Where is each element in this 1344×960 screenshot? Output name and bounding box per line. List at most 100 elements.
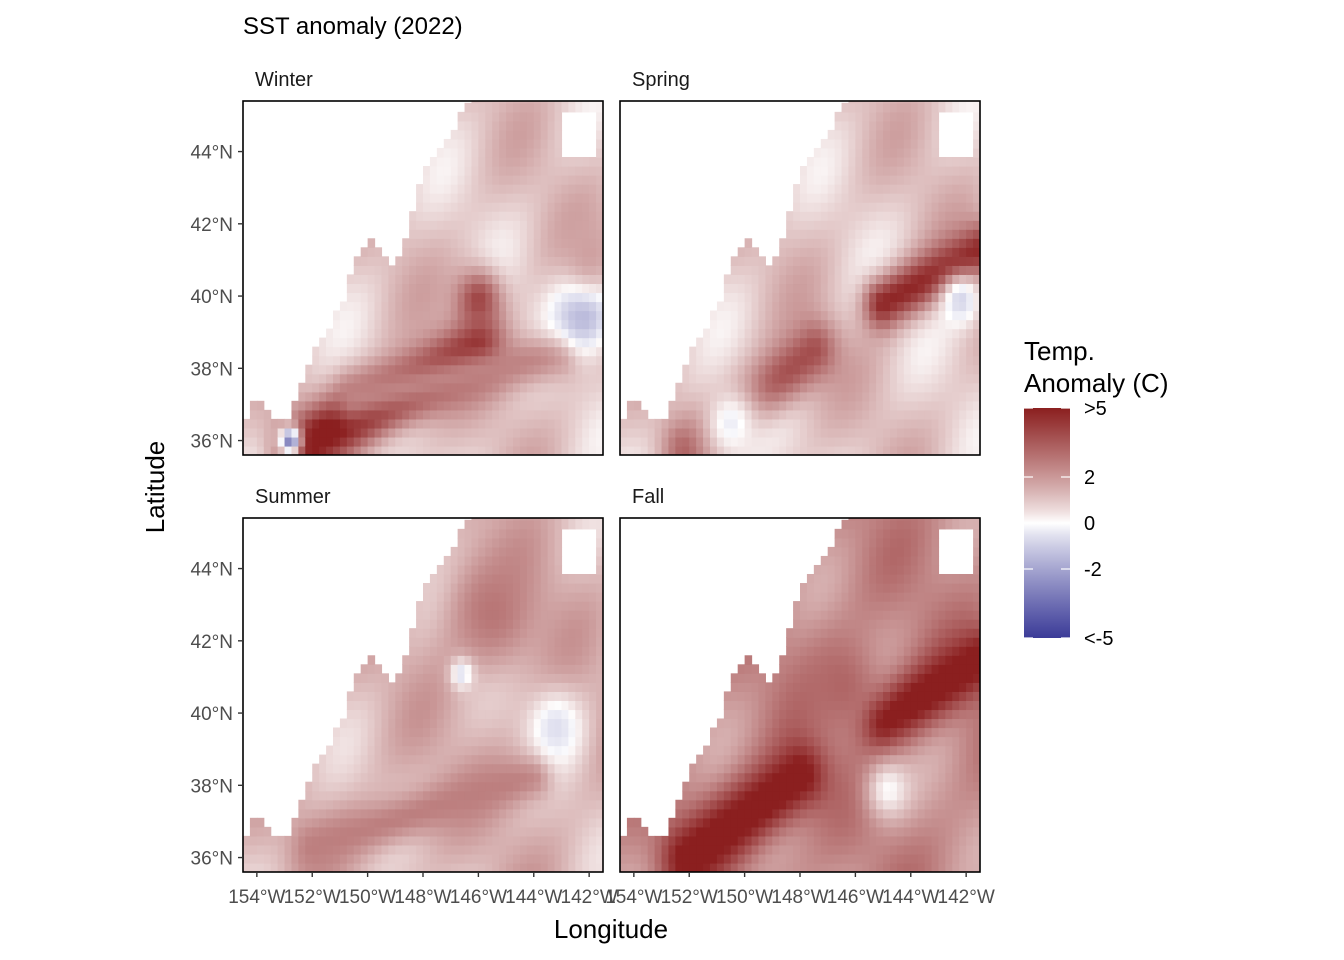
heatmap-tile — [471, 601, 479, 611]
heatmap-tile — [744, 283, 753, 294]
heatmap-tile — [519, 754, 528, 765]
heatmap-tile — [471, 400, 479, 411]
heatmap-tile — [540, 709, 549, 720]
heatmap-tile — [966, 427, 974, 438]
heatmap-tile — [526, 817, 535, 828]
heatmap-tile — [952, 355, 960, 366]
heatmap-tile — [758, 673, 766, 683]
heatmap-tile — [806, 619, 815, 629]
heatmap-tile — [457, 610, 466, 620]
heatmap-tile — [568, 673, 576, 683]
heatmap-tile — [813, 564, 822, 575]
heatmap-tile — [848, 835, 856, 846]
heatmap-tile — [848, 147, 856, 158]
heatmap-tile — [855, 727, 863, 738]
heatmap-tile — [751, 862, 760, 872]
heatmap-tile — [589, 102, 597, 113]
heatmap-tile — [827, 727, 836, 738]
heatmap-tile — [575, 418, 583, 429]
heatmap-tile — [869, 537, 877, 548]
heatmap-tile — [540, 120, 549, 131]
heatmap-tile — [737, 745, 746, 756]
heatmap-tile — [723, 835, 732, 846]
heatmap-tile — [779, 808, 787, 819]
heatmap-tile — [806, 319, 815, 330]
heatmap-tile — [582, 518, 590, 521]
heatmap-tile — [416, 391, 424, 402]
heatmap-tile — [917, 355, 926, 366]
heatmap-tile — [526, 673, 535, 683]
heatmap-tile — [820, 628, 829, 638]
heatmap-tile — [409, 826, 417, 837]
heatmap-tile — [841, 628, 850, 638]
heatmap-tile — [436, 156, 445, 167]
heatmap-tile — [800, 736, 808, 747]
heatmap-tile — [779, 346, 787, 357]
heatmap-tile — [533, 817, 542, 828]
heatmap-tile — [903, 328, 912, 339]
heatmap-tile — [596, 427, 603, 438]
heatmap-tile — [506, 844, 514, 855]
heatmap-tiles — [243, 101, 603, 455]
heatmap-tile — [513, 537, 521, 548]
heatmap-tile — [353, 799, 362, 810]
heatmap-tile — [841, 211, 850, 221]
heatmap-tile — [883, 373, 891, 384]
heatmap-tile — [450, 202, 459, 212]
heatmap-tile — [820, 673, 829, 683]
heatmap-tile — [737, 265, 746, 275]
heatmap-tile — [540, 373, 549, 384]
heatmap-tile — [471, 193, 479, 203]
heatmap-tile — [820, 364, 829, 375]
heatmap-tile — [848, 391, 856, 402]
heatmap-tile — [917, 274, 926, 285]
heatmap-tile — [689, 763, 697, 774]
heatmap-tile — [575, 166, 583, 176]
heatmap-tile — [547, 573, 556, 584]
heatmap-tile — [360, 310, 369, 321]
heatmap-tile — [499, 120, 507, 131]
heatmap-tile — [423, 727, 431, 738]
heatmap-tile — [513, 202, 521, 212]
heatmap-tile — [903, 202, 912, 212]
heatmap-tile — [346, 817, 355, 828]
heatmap-tile — [492, 628, 500, 638]
heatmap-tile — [716, 409, 725, 420]
heatmap-tile — [883, 328, 891, 339]
heatmap-tile — [471, 799, 479, 810]
heatmap-tile — [883, 156, 891, 167]
heatmap-tile — [513, 346, 521, 357]
heatmap-tile — [561, 709, 569, 720]
heatmap-tile — [806, 592, 815, 602]
heatmap-tile — [540, 247, 549, 257]
heatmap-tile — [582, 301, 590, 312]
heatmap-tile — [820, 682, 829, 692]
heatmap-tile — [478, 592, 486, 602]
heatmap-tile — [848, 193, 856, 203]
heatmap-tile — [772, 400, 780, 411]
heatmap-tile — [436, 355, 445, 366]
heatmap-tile — [876, 619, 884, 629]
heatmap-tile — [806, 583, 815, 593]
heatmap-tile — [457, 592, 466, 602]
heatmap-tile — [855, 519, 863, 530]
heatmap-tile — [938, 409, 946, 420]
heatmap-tile — [633, 436, 642, 447]
heatmap-tile — [471, 763, 479, 774]
heatmap-tile — [319, 772, 327, 783]
heatmap-tile — [492, 274, 500, 285]
heatmap-tile — [800, 220, 808, 230]
heatmap-tile — [561, 727, 569, 738]
heatmap-tile — [582, 175, 590, 185]
heatmap-tile — [346, 418, 355, 429]
heatmap-tile — [620, 862, 628, 872]
heatmap-tile — [820, 391, 829, 402]
heatmap-tile — [876, 319, 884, 330]
heatmap-tile — [827, 790, 836, 801]
heatmap-tile — [952, 301, 960, 312]
heatmap-tile — [568, 400, 576, 411]
heatmap-tile — [793, 700, 801, 711]
heatmap-tile — [869, 247, 877, 257]
heatmap-tile — [582, 619, 590, 629]
heatmap-tile — [429, 691, 438, 702]
